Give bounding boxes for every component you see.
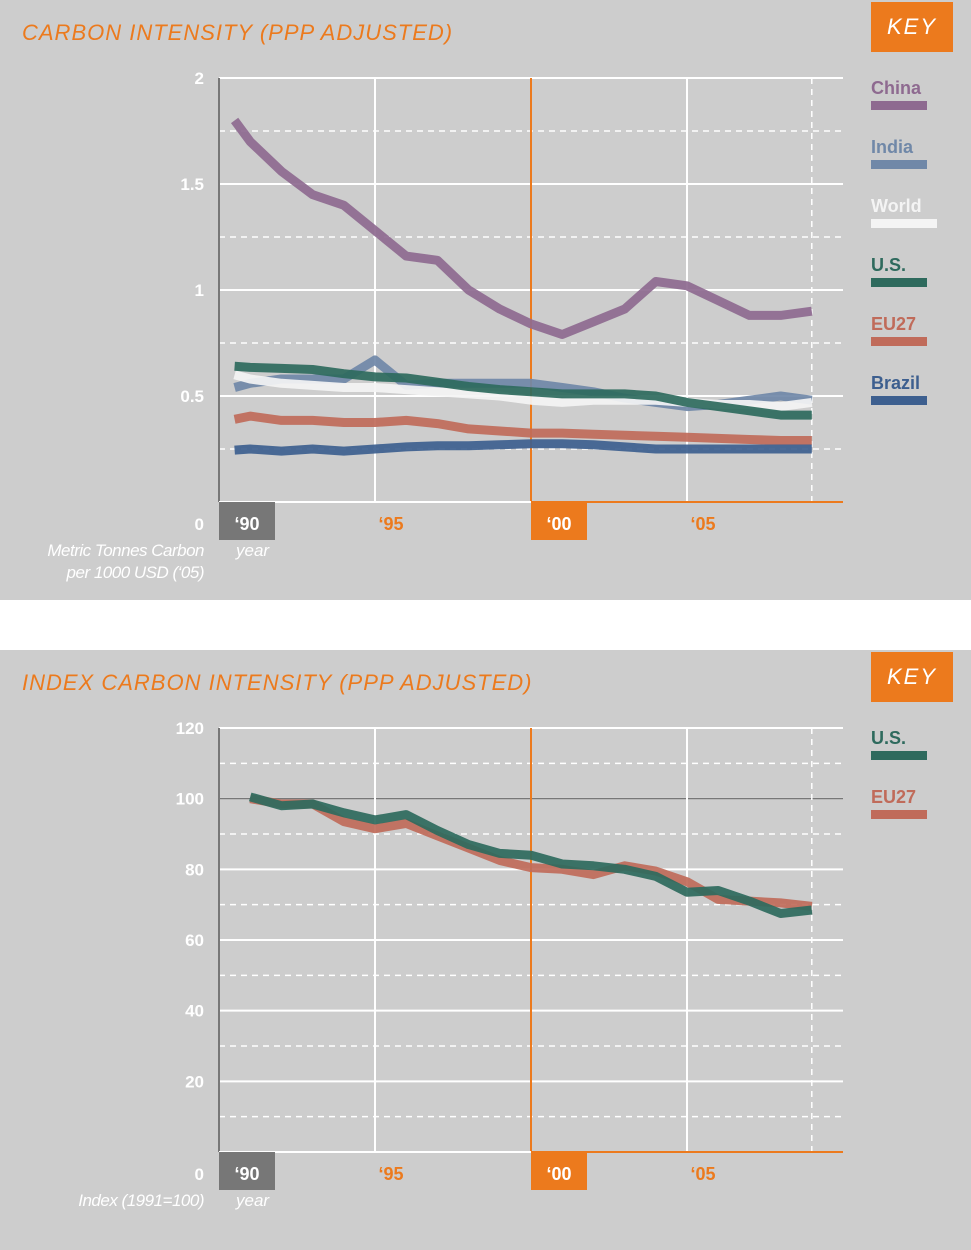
legend-swatch bbox=[871, 751, 927, 760]
y-tick-label: 40 bbox=[185, 1002, 204, 1021]
y-tick-label: 0 bbox=[195, 515, 204, 534]
series-line-us bbox=[234, 361, 812, 420]
legend-item: EU27 bbox=[871, 787, 927, 819]
legend-swatch bbox=[871, 337, 927, 346]
x-tick-label: ‘90 bbox=[234, 1164, 259, 1184]
legend-item: Brazil bbox=[871, 373, 927, 405]
y-tick-label: 1.5 bbox=[180, 175, 204, 194]
chart-panel-index-carbon-intensity: INDEX CARBON INTENSITY (PPP ADJUSTED) KE… bbox=[0, 650, 971, 1250]
y-axis-unit-line1: Metric Tonnes Carbon bbox=[47, 541, 204, 560]
legend-label: EU27 bbox=[871, 314, 917, 334]
x-tick-label: ‘95 bbox=[378, 514, 403, 534]
legend-label: U.S. bbox=[871, 728, 907, 748]
chart-panel-carbon-intensity: CARBON INTENSITY (PPP ADJUSTED) KEY Chin… bbox=[0, 0, 971, 600]
legend-key-header: KEY bbox=[871, 652, 953, 702]
y-axis-unit-label: Metric Tonnes Carbon per 1000 USD (‘05) bbox=[0, 540, 204, 584]
x-tick-label: ‘00 bbox=[546, 1164, 571, 1184]
legend-item: India bbox=[871, 137, 927, 169]
legend-item: World bbox=[871, 196, 937, 228]
legend-label: World bbox=[871, 196, 922, 216]
y-tick-label: 1 bbox=[195, 281, 204, 300]
x-axis-label: year bbox=[236, 1191, 270, 1210]
x-axis-label: year bbox=[236, 541, 270, 560]
legend-swatch bbox=[871, 160, 927, 169]
y-tick-label: 60 bbox=[185, 931, 204, 950]
legend-item: EU27 bbox=[871, 314, 927, 346]
series-line-eu27 bbox=[233, 411, 812, 445]
legend-swatch bbox=[871, 219, 937, 228]
y-tick-label: 0 bbox=[195, 1165, 204, 1184]
y-tick-label: 120 bbox=[176, 719, 204, 738]
legend-label: U.S. bbox=[871, 255, 907, 275]
chart-title: INDEX CARBON INTENSITY (PPP ADJUSTED) bbox=[22, 670, 533, 695]
y-tick-label: 20 bbox=[185, 1072, 204, 1091]
legend-label: China bbox=[871, 78, 922, 98]
x-tick-label: ‘05 bbox=[690, 514, 715, 534]
legend-item: China bbox=[871, 78, 927, 110]
line-chart-carbon-intensity: 0 0.5 1 1.5 2 ‘90 ‘95 ‘00 ‘05 bbox=[180, 69, 843, 540]
x-tick-highlight-box bbox=[531, 1152, 587, 1190]
series-line-us bbox=[248, 792, 813, 918]
x-tick-highlight-box bbox=[219, 502, 275, 540]
legend-item: U.S. bbox=[871, 728, 927, 760]
chart-title: CARBON INTENSITY (PPP ADJUSTED) bbox=[22, 20, 454, 45]
legend-swatch bbox=[871, 810, 927, 819]
y-tick-label: 0.5 bbox=[180, 387, 204, 406]
series-line-eu27 bbox=[249, 794, 813, 911]
line-chart-index-carbon-intensity: 0 20 40 60 80 100 120 ‘90 ‘95 ‘00 ‘05 bbox=[176, 719, 843, 1190]
x-tick-label: ‘05 bbox=[690, 1164, 715, 1184]
x-tick-label: ‘90 bbox=[234, 514, 259, 534]
y-tick-label: 80 bbox=[185, 860, 204, 879]
series-line-brazil bbox=[234, 439, 812, 456]
legend-item: U.S. bbox=[871, 255, 927, 287]
legend-label: India bbox=[871, 137, 914, 157]
y-axis-unit-line2: per 1000 USD (‘05) bbox=[66, 563, 205, 582]
y-tick-label: 100 bbox=[176, 790, 204, 809]
legend-swatch bbox=[871, 278, 927, 287]
y-tick-label: 2 bbox=[195, 69, 204, 88]
x-tick-highlight-box bbox=[219, 1152, 275, 1190]
x-tick-highlight-box bbox=[531, 502, 587, 540]
x-tick-label: ‘95 bbox=[378, 1164, 403, 1184]
legend-swatch bbox=[871, 396, 927, 405]
legend-key-header: KEY bbox=[871, 2, 953, 52]
series-line-china bbox=[230, 117, 813, 339]
x-tick-label: ‘00 bbox=[546, 514, 571, 534]
legend-swatch bbox=[871, 101, 927, 110]
legend-label: Brazil bbox=[871, 373, 921, 393]
y-axis-unit-label: Index (1991=100) bbox=[78, 1191, 204, 1210]
legend-label: EU27 bbox=[871, 787, 917, 807]
